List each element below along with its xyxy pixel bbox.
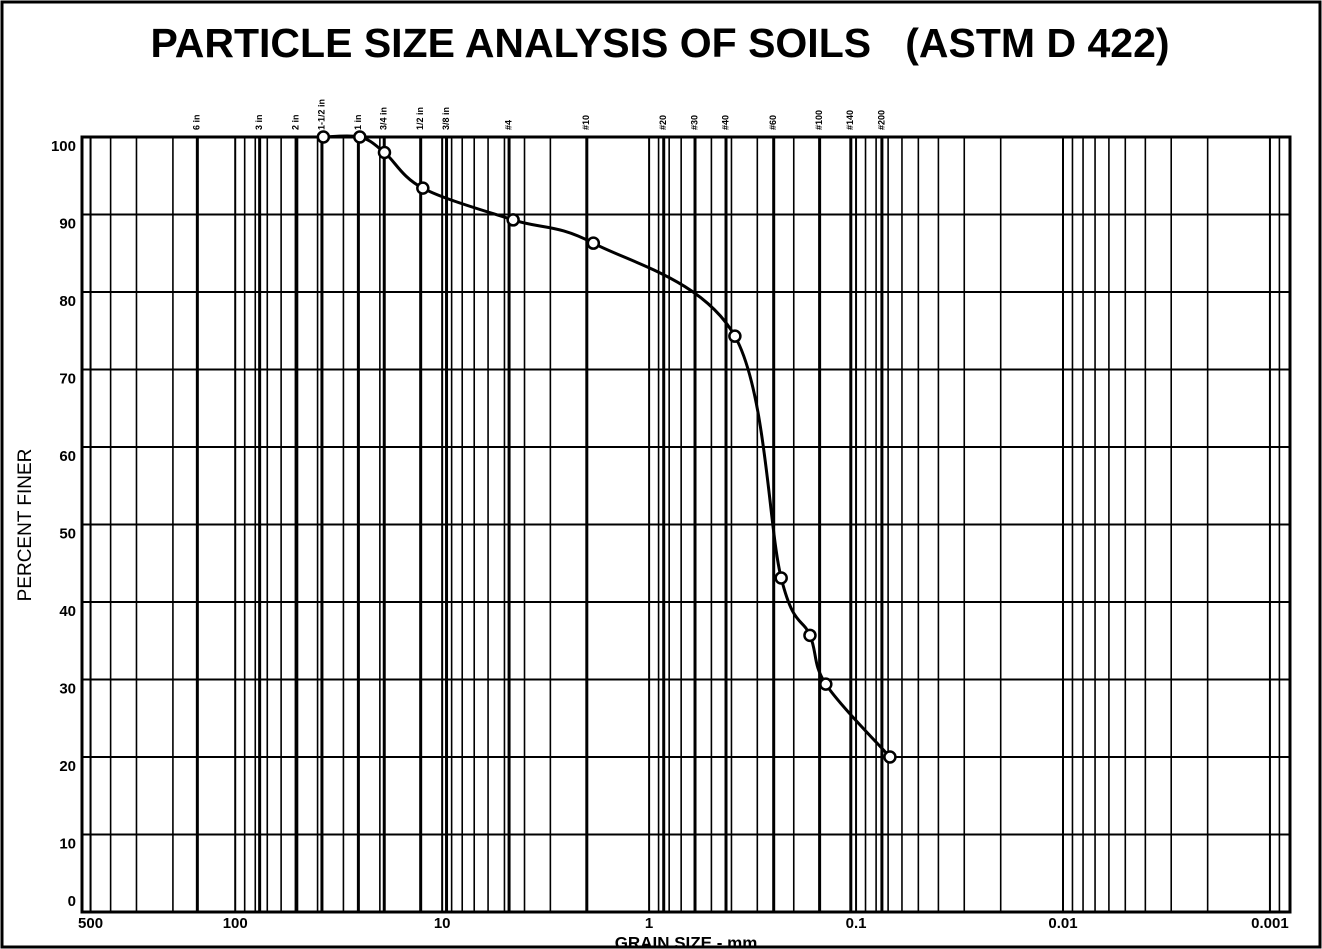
- data-point: [586, 236, 601, 250]
- x-tick-label: 1: [645, 915, 653, 932]
- y-tick-label: 70: [59, 370, 76, 387]
- data-point: [803, 628, 817, 643]
- x-tick-label: 500: [78, 915, 103, 932]
- sieve-label: 3 in: [254, 114, 264, 130]
- plot-border: [80, 135, 1292, 914]
- y-axis-label: PERCENT FINER: [15, 449, 36, 602]
- data-point: [883, 750, 897, 764]
- sieve-label: 1 in: [353, 114, 363, 130]
- sieve-label: #30: [689, 115, 699, 130]
- data-point: [774, 571, 788, 585]
- sieve-label: 2 in: [290, 114, 300, 130]
- x-axis-label: GRAIN SIZE - mm: [615, 933, 758, 949]
- y-tick-label: 60: [59, 448, 76, 465]
- y-tick-label: 100: [51, 138, 76, 155]
- data-point: [819, 677, 833, 691]
- x-tick-label: 0.1: [846, 915, 867, 932]
- data-point: [316, 130, 331, 144]
- sieve-label: #20: [658, 115, 668, 130]
- data-point: [416, 181, 430, 195]
- y-tick-label: 40: [59, 603, 76, 620]
- sieve-label: 3/4 in: [379, 107, 389, 130]
- y-tick-label: 90: [59, 215, 76, 232]
- x-tick-label: 100: [223, 915, 248, 932]
- sieve-label: #4: [503, 120, 513, 130]
- sieve-label: #40: [720, 115, 730, 130]
- x-tick-label: 10: [434, 915, 451, 932]
- y-tick-label: 80: [59, 293, 76, 310]
- x-tick-label: 0.001: [1251, 915, 1289, 932]
- chart-title: PARTICLE SIZE ANALYSIS OF SOILS (ASTM D …: [150, 20, 1169, 66]
- sieve-label: 1/2 in: [415, 107, 425, 130]
- data-point: [728, 329, 742, 343]
- sieve-label: 3/8 in: [441, 107, 451, 130]
- y-tick-label: 0: [68, 893, 76, 910]
- sieve-label: #10: [581, 115, 591, 130]
- data-point: [353, 130, 367, 144]
- sieve-label: #60: [768, 115, 778, 130]
- data-point: [377, 145, 392, 160]
- y-tick-label: 20: [59, 758, 76, 775]
- y-tick-label: 50: [59, 525, 76, 542]
- y-tick-label: 10: [59, 835, 76, 852]
- sieve-label: 6 in: [192, 114, 202, 130]
- data-point: [506, 213, 520, 227]
- sieve-label: 1-1/2 in: [316, 99, 326, 130]
- y-tick-label: 30: [59, 680, 76, 697]
- sieve-label: #100: [814, 110, 824, 130]
- sieve-label: #140: [845, 110, 855, 130]
- sieve-label: #200: [876, 110, 886, 130]
- x-tick-label: 0.01: [1048, 915, 1077, 932]
